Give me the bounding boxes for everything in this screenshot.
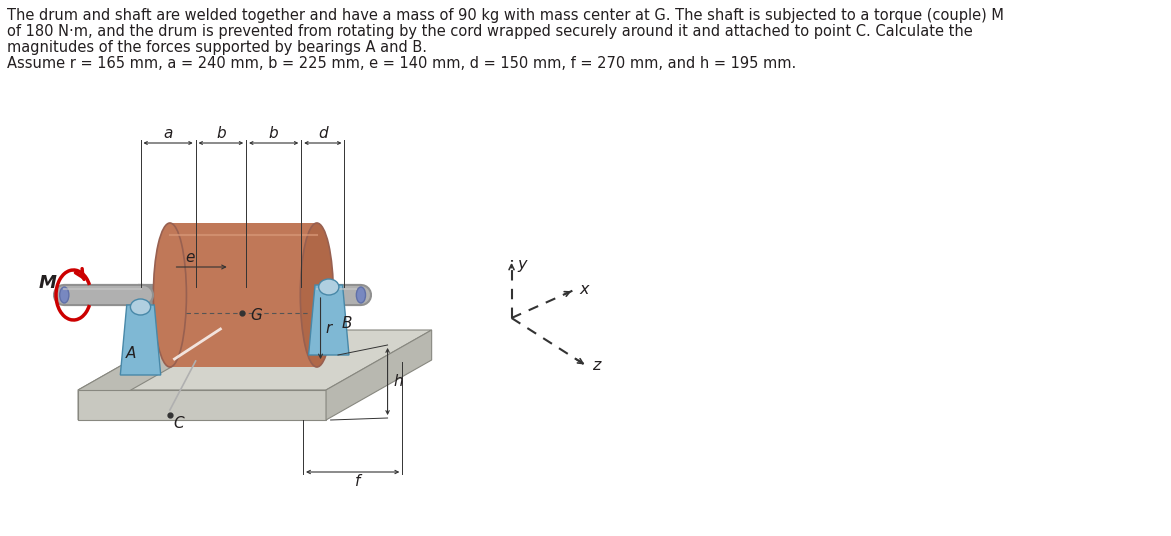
Text: h: h	[393, 374, 403, 389]
Text: A: A	[126, 346, 137, 361]
Ellipse shape	[130, 299, 151, 315]
Text: e: e	[185, 249, 194, 264]
Text: M: M	[39, 274, 56, 292]
Polygon shape	[326, 330, 432, 420]
Polygon shape	[309, 285, 349, 355]
Text: f: f	[355, 474, 359, 489]
Text: of 180 N·m, and the drum is prevented from rotating by the cord wrapped securely: of 180 N·m, and the drum is prevented fr…	[7, 24, 973, 39]
Ellipse shape	[153, 223, 186, 367]
Polygon shape	[170, 223, 317, 367]
Text: b: b	[217, 125, 226, 140]
Text: x: x	[580, 282, 589, 297]
Text: r: r	[326, 321, 331, 336]
Ellipse shape	[60, 287, 69, 303]
Text: b: b	[269, 125, 279, 140]
Text: y: y	[518, 257, 527, 272]
Text: d: d	[319, 125, 328, 140]
Polygon shape	[121, 305, 160, 375]
Text: a: a	[164, 125, 173, 140]
Polygon shape	[78, 330, 432, 390]
Polygon shape	[78, 390, 326, 420]
Text: magnitudes of the forces supported by bearings A and B.: magnitudes of the forces supported by be…	[7, 40, 427, 55]
Ellipse shape	[356, 287, 365, 303]
Text: C: C	[173, 415, 184, 430]
Text: Assume r = 165 mm, a = 240 mm, b = 225 mm, e = 140 mm, d = 150 mm, f = 270 mm, a: Assume r = 165 mm, a = 240 mm, b = 225 m…	[7, 56, 796, 71]
Ellipse shape	[300, 223, 334, 367]
Polygon shape	[78, 330, 184, 420]
Text: The drum and shaft are welded together and have a mass of 90 kg with mass center: The drum and shaft are welded together a…	[7, 8, 1005, 23]
Text: z: z	[593, 359, 601, 374]
Text: G: G	[251, 308, 262, 323]
Text: B: B	[342, 316, 352, 331]
Ellipse shape	[319, 279, 338, 295]
